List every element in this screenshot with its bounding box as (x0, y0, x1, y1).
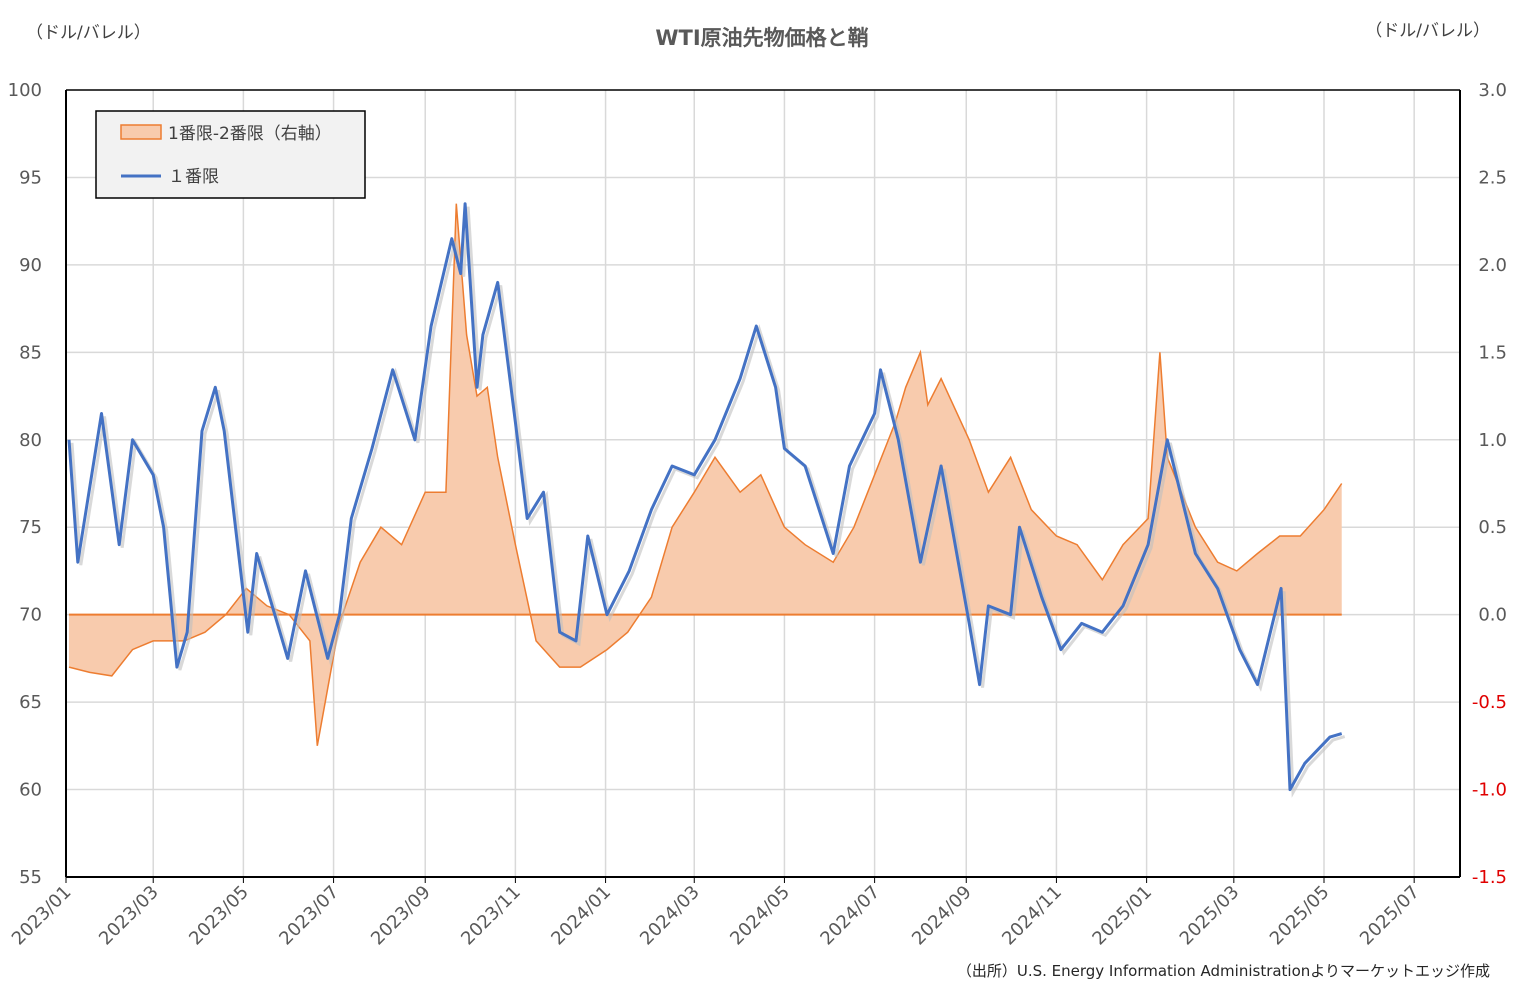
legend-spread-label: 1番限-2番限（右軸） (168, 124, 332, 144)
y-tick-label-left: 90 (19, 255, 42, 276)
front-month-line-shadow (70, 206, 1346, 798)
x-tick-label: 2023/03 (95, 882, 163, 950)
legend-spread-swatch (120, 124, 162, 140)
x-tick-label: 2023/05 (185, 882, 253, 950)
y-tick-label-left: 80 (19, 430, 42, 451)
front-month-line (67, 202, 1343, 792)
left-axis-unit: （ドル/バレル） (26, 23, 151, 43)
y-tick-label-right: 0.0 (1478, 605, 1507, 626)
x-tick-label: 2025/07 (1356, 882, 1424, 950)
right-axis-unit: （ドル/バレル） (1365, 21, 1490, 41)
y-tick-label-left: 85 (19, 342, 42, 363)
x-tick-label: 2025/01 (1088, 882, 1156, 950)
y-tick-label-right: -1.5 (1472, 867, 1507, 888)
y-tick-label-left: 100 (8, 80, 42, 101)
y-tick-label-right: 3.0 (1478, 80, 1507, 101)
y-tick-label-left: 95 (19, 167, 42, 188)
spread-area-layer (68, 203, 1343, 746)
front-month-line-layer (67, 202, 1346, 798)
legend-front-label: １番限 (168, 167, 219, 187)
x-tick-label: 2025/03 (1176, 882, 1244, 950)
legend: 1番限-2番限（右軸） １番限 (95, 110, 366, 199)
y-tick-label-left: 75 (19, 517, 42, 538)
x-tick-label: 2024/05 (726, 882, 794, 950)
y-tick-label-left: 65 (19, 692, 42, 713)
y-tick-label-right: 1.0 (1478, 430, 1507, 451)
chart-title: WTI原油先物価格と鞘 (655, 26, 868, 50)
y-tick-label-left: 60 (19, 780, 42, 801)
x-tick-label: 2023/11 (457, 882, 525, 950)
x-tick-label: 2024/03 (636, 882, 704, 950)
source-note: （出所）U.S. Energy Information Administrati… (957, 962, 1490, 980)
y-tick-label-left: 55 (19, 867, 42, 888)
x-tick-label: 2024/11 (998, 882, 1066, 950)
spread-line (68, 203, 1343, 746)
y-tick-label-right: 2.0 (1478, 255, 1507, 276)
plot-frame (65, 89, 1461, 883)
x-tick-label: 2025/05 (1266, 882, 1334, 950)
x-tick-label: 2023/01 (8, 882, 76, 950)
x-tick-label: 2024/09 (908, 882, 976, 950)
y-tick-label-left: 70 (19, 605, 42, 626)
y-tick-label-right: -1.0 (1472, 780, 1507, 801)
x-tick-label: 2023/07 (275, 882, 343, 950)
y-tick-label-right: 1.5 (1478, 342, 1507, 363)
y-tick-label-right: 0.5 (1478, 517, 1507, 538)
x-tick-label: 2023/09 (367, 882, 435, 950)
x-tick-label: 2024/07 (816, 882, 884, 950)
y-tick-label-right: -0.5 (1472, 692, 1507, 713)
y-tick-label-right: 2.5 (1478, 167, 1507, 188)
x-tick-label: 2024/01 (547, 882, 615, 950)
